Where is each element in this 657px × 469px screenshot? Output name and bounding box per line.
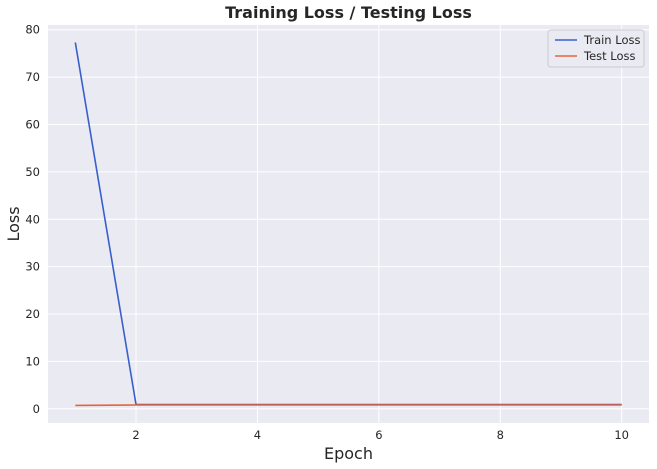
- y-tick-label: 30: [25, 260, 40, 274]
- legend-label-test-loss: Test Loss: [583, 49, 636, 63]
- x-axis-label: Epoch: [324, 444, 373, 463]
- y-tick-label: 20: [25, 307, 40, 321]
- y-tick-label: 0: [33, 402, 40, 416]
- x-tick-labels: 2 4 6 8 10: [132, 428, 629, 442]
- legend-label-train-loss: Train Loss: [583, 33, 640, 47]
- x-tick-label: 2: [132, 428, 139, 442]
- grid-lines: [48, 25, 649, 423]
- y-tick-label: 50: [25, 165, 40, 179]
- x-tick-label: 10: [614, 428, 629, 442]
- legend: Train Loss Test Loss: [547, 29, 645, 68]
- x-tick-label: 8: [497, 428, 504, 442]
- y-axis-label: Loss: [4, 206, 23, 241]
- y-tick-label: 80: [25, 23, 40, 37]
- y-tick-label: 40: [25, 212, 40, 226]
- y-tick-label: 60: [25, 118, 40, 132]
- x-tick-label: 6: [375, 428, 382, 442]
- x-tick-label: 4: [254, 428, 261, 442]
- y-tick-labels: 0 10 20 30 40 50 60 70 80: [25, 23, 40, 416]
- series-lines: [74, 42, 622, 407]
- y-tick-label: 10: [25, 354, 40, 368]
- plot-area: [48, 25, 649, 423]
- chart-title: Training Loss / Testing Loss: [225, 3, 472, 22]
- y-tick-label: 70: [25, 70, 40, 84]
